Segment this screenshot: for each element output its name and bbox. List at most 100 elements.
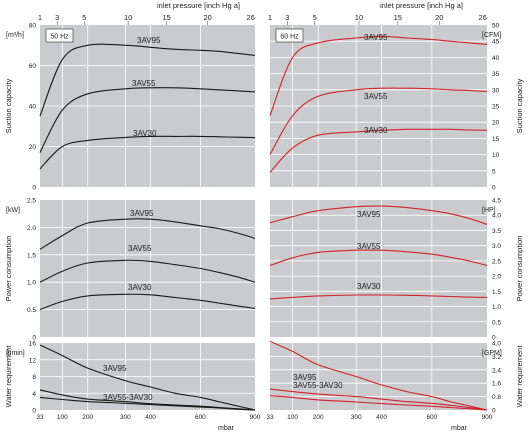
y-tick-label: 2.0 — [492, 274, 501, 281]
series-line-3av95 — [269, 205, 488, 225]
top-tick-label: 3 — [55, 13, 59, 22]
x-unit-label: mbar — [451, 425, 468, 432]
frequency-badge — [275, 28, 304, 43]
series-label: 3AV30 — [364, 126, 388, 135]
y-tick-label: 45 — [492, 39, 500, 46]
frequency-label: 50 Hz — [50, 34, 69, 41]
y-tick-label: 20 — [492, 120, 500, 127]
series-label: 3AV55 — [364, 92, 388, 101]
x-tick-label: 200 — [82, 414, 93, 421]
series-label: 3AV55 — [132, 79, 156, 88]
y-tick-label: 1.5 — [492, 289, 501, 296]
x-unit-label: mbar — [218, 425, 235, 432]
x-tick-label: 300 — [351, 414, 362, 421]
y-unit-label: [kW] — [6, 207, 20, 214]
x-tick-label: 100 — [57, 414, 68, 421]
y-tick-label: 0 — [492, 335, 496, 342]
y-tick-label: 60 — [29, 63, 37, 70]
series-label: 3AV95 — [130, 209, 154, 218]
series-label: 3AV30 — [357, 282, 381, 291]
y-axis-title: Power consumption — [4, 236, 13, 302]
top-tick-label: 10 — [124, 13, 132, 22]
series-line-3av95 — [39, 218, 256, 250]
top-tick-label: 5 — [82, 13, 86, 22]
y-tick-label: 3.0 — [492, 243, 501, 250]
y-tick-label: 2.5 — [27, 198, 36, 205]
y-tick-label: 1.5 — [27, 252, 36, 259]
panel-power: 0 0.5 1.0 1.5 2.0 2.5 [kW] Power consumption 3AV… — [4, 198, 256, 342]
panel-background — [270, 200, 487, 337]
y-tick-label: 0 — [492, 185, 496, 192]
x-tick-label: 400 — [376, 414, 387, 421]
top-tick-label: 20 — [435, 13, 443, 22]
y-unit-label: [HP] — [482, 207, 496, 214]
x-tick-label: 600 — [426, 414, 437, 421]
series-line-3av55 — [269, 388, 488, 411]
series-line-3av30 — [269, 294, 488, 300]
series-line-3av55 — [39, 87, 256, 153]
series-label: 3AV30 — [128, 283, 152, 292]
y-tick-label: 80 — [29, 23, 37, 30]
top-tick-label: 15 — [394, 13, 402, 22]
y-tick-label: 1.0 — [27, 280, 36, 287]
top-tick-label: 3 — [285, 13, 289, 22]
y-unit-label: [l/min] — [6, 350, 25, 357]
y-tick-label: 1.0 — [492, 304, 501, 311]
x-tick-label: 300 — [120, 414, 131, 421]
y-tick-label: 0.8 — [492, 394, 501, 401]
y-tick-label: 4.5 — [492, 198, 501, 205]
y-tick-label: 20 — [29, 144, 37, 151]
top-tick-label: 15 — [162, 13, 170, 22]
top-tick-label: 5 — [313, 13, 317, 22]
y-axis-title: Suction capacity — [515, 78, 524, 133]
x-tick-label: 200 — [313, 414, 324, 421]
top-axis-title: inlet pressure [inch Hg a] — [380, 1, 463, 10]
series-label: 3AV95 — [137, 36, 161, 45]
panel-suction: 0 5 10 15 20 25 30 35 40 45 50 [CFM] Suction capacit… — [269, 21, 524, 192]
series-label: 3AV30 — [133, 129, 157, 138]
x-tick-label: 100 — [287, 414, 298, 421]
y-tick-label: 3.5 — [492, 228, 501, 235]
series-line-3av95 — [269, 35, 488, 116]
x-tick-label: 900 — [482, 414, 493, 421]
series-line-3av95 — [39, 43, 256, 117]
panel-power: 0 0.5 1.0 1.5 2.0 2.5 3.0 3.5 4.0 4.5 [HP] Power co… — [269, 198, 524, 342]
y-tick-label: 3.2 — [492, 354, 501, 361]
series-label: 3AV55 — [128, 244, 152, 253]
series-line-3av55 — [39, 259, 256, 283]
x-tick-label: 400 — [145, 414, 156, 421]
series-label: 3AV95 — [357, 210, 381, 219]
y-tick-label: 0 — [32, 335, 36, 342]
y-tick-label: 0 — [492, 408, 496, 415]
y-axis-title: Water requirement — [4, 345, 13, 408]
x-tick-label: 33 — [36, 414, 44, 421]
chart-60hz: inlet pressure [inch Hg a]1 3 5 10 15 20 26051… — [266, 1, 524, 432]
x-tick-label: 900 — [250, 414, 261, 421]
y-tick-label: 25 — [492, 104, 500, 111]
y-tick-label: 2.5 — [492, 258, 501, 265]
y-tick-label: 15 — [492, 136, 500, 143]
y-tick-label: 30 — [492, 87, 500, 94]
y-tick-label: 4.0 — [492, 213, 501, 220]
top-tick-label: 1 — [38, 13, 42, 22]
frequency-label: 60 Hz — [280, 34, 299, 41]
y-tick-label: 12 — [29, 357, 37, 364]
y-unit-label: [CFM] — [482, 32, 501, 39]
series-line-3av30 — [39, 135, 256, 170]
top-tick-label: 10 — [355, 13, 363, 22]
y-tick-label: 4 — [32, 391, 36, 398]
y-tick-label: 0.5 — [492, 319, 501, 326]
top-tick-label: 26 — [247, 13, 255, 22]
top-tick-label: 26 — [478, 13, 486, 22]
frequency-badge — [45, 28, 74, 43]
top-tick-label: 20 — [204, 13, 212, 22]
series-line-3av95 — [269, 340, 488, 411]
y-axis-title: Suction capacity — [4, 78, 13, 133]
y-axis-title: Power consumption — [515, 236, 524, 302]
series-line-3av30 — [39, 396, 256, 411]
series-label: 3AV95 — [364, 33, 388, 42]
y-unit-label: [m³/h] — [6, 32, 24, 39]
y-tick-label: 2.4 — [492, 367, 501, 374]
